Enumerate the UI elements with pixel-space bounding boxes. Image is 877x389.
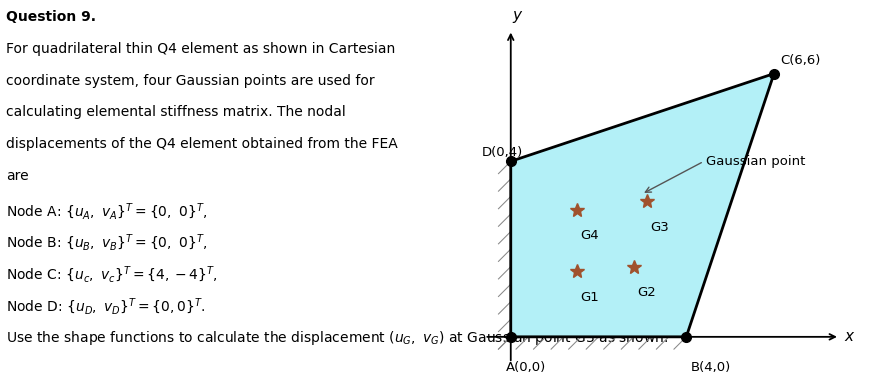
Text: Question 9.: Question 9. bbox=[6, 10, 96, 24]
Text: Use the shape functions to calculate the displacement $(u_G,\ v_G)$ at Gaussian : Use the shape functions to calculate the… bbox=[6, 329, 668, 347]
Text: $x$: $x$ bbox=[845, 329, 856, 344]
Text: G2: G2 bbox=[637, 286, 656, 300]
Text: coordinate system, four Gaussian points are used for: coordinate system, four Gaussian points … bbox=[6, 74, 374, 88]
Text: C(6,6): C(6,6) bbox=[781, 54, 821, 67]
Polygon shape bbox=[510, 74, 774, 337]
Text: Gaussian point: Gaussian point bbox=[706, 155, 805, 168]
Text: G4: G4 bbox=[580, 230, 599, 242]
Text: Node B: $\{u_B,\ v_B\}^T = \{0,\ 0\}^T$,: Node B: $\{u_B,\ v_B\}^T = \{0,\ 0\}^T$, bbox=[6, 233, 207, 253]
Text: G3: G3 bbox=[650, 221, 669, 233]
Text: Node C: $\{u_c,\ v_c\}^T = \{4,-4\}^T$,: Node C: $\{u_c,\ v_c\}^T = \{4,-4\}^T$, bbox=[6, 265, 217, 285]
Text: G1: G1 bbox=[580, 291, 599, 304]
Text: are: are bbox=[6, 169, 28, 183]
Text: displacements of the Q4 element obtained from the FEA: displacements of the Q4 element obtained… bbox=[6, 137, 397, 151]
Text: A(0,0): A(0,0) bbox=[506, 361, 546, 374]
Text: D(0,4): D(0,4) bbox=[482, 146, 524, 159]
Text: calculating elemental stiffness matrix. The nodal: calculating elemental stiffness matrix. … bbox=[6, 105, 346, 119]
Text: For quadrilateral thin Q4 element as shown in Cartesian: For quadrilateral thin Q4 element as sho… bbox=[6, 42, 395, 56]
Text: Node A: $\{u_A,\ v_A\}^T = \{0,\ 0\}^T$,: Node A: $\{u_A,\ v_A\}^T = \{0,\ 0\}^T$, bbox=[6, 201, 207, 221]
Text: $y$: $y$ bbox=[511, 9, 523, 25]
Text: Node D: $\{u_D,\ v_D\}^T = \{0,0\}^T$.: Node D: $\{u_D,\ v_D\}^T = \{0,0\}^T$. bbox=[6, 297, 205, 317]
Text: B(4,0): B(4,0) bbox=[691, 361, 731, 374]
